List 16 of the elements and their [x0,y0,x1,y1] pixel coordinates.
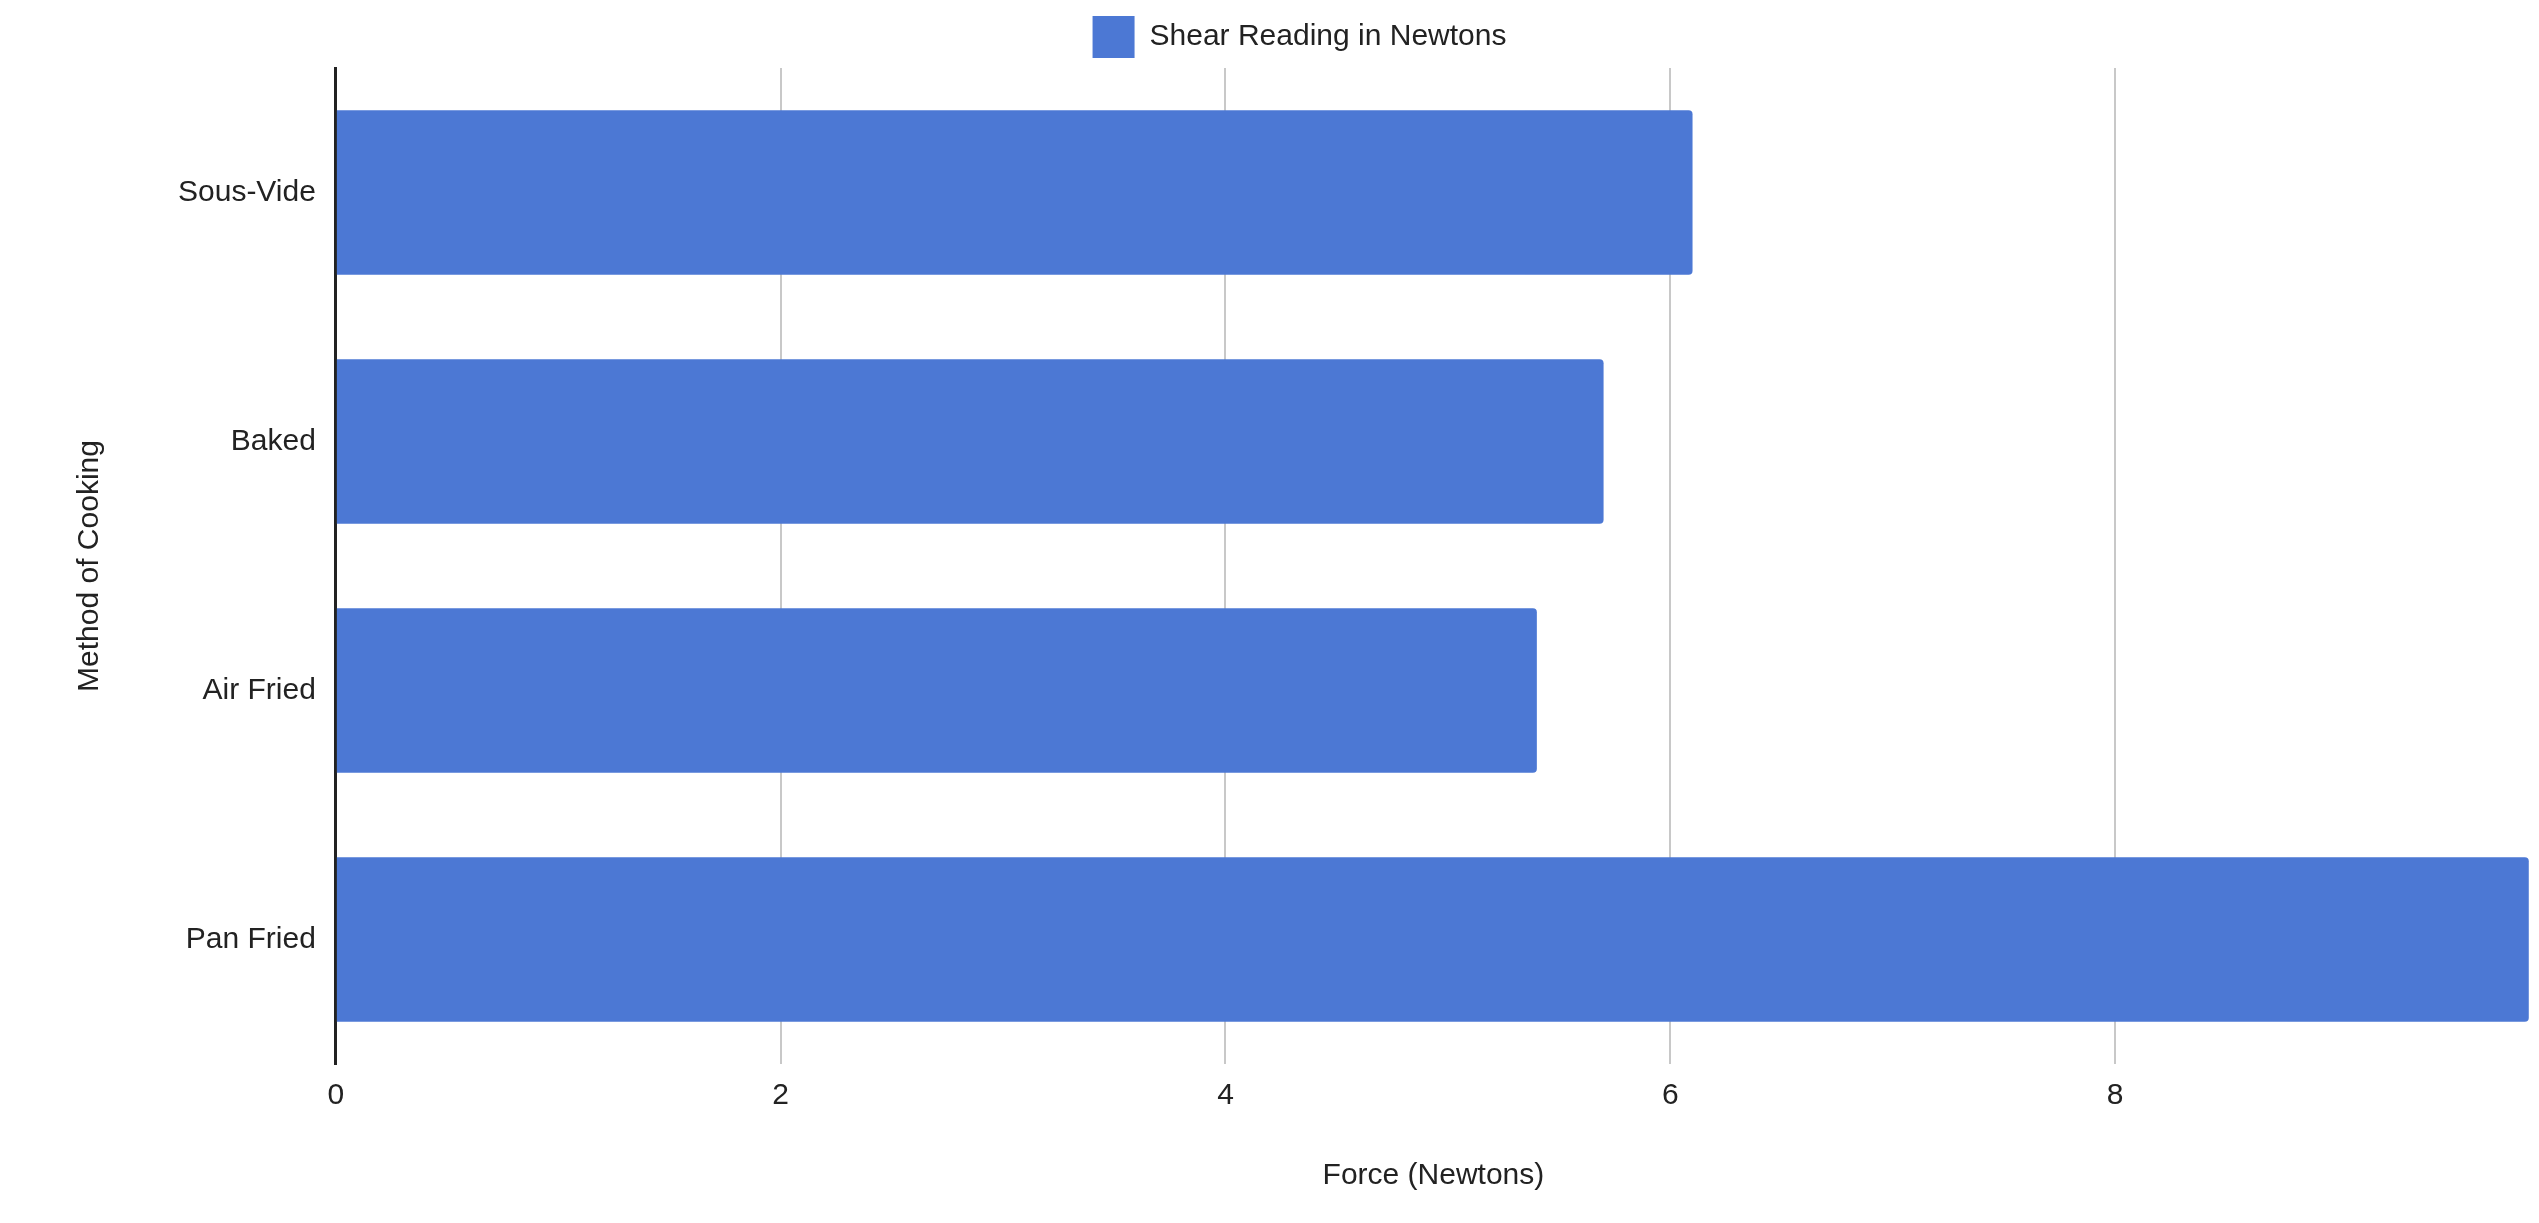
x-axis-title: Force (Newtons) [1322,1157,1545,1191]
x-tick-label: 0 [327,1077,345,1111]
legend-label: Shear Reading in Newtons [1149,18,1507,52]
bar [336,857,2529,1022]
y-tick-label: Sous-Vide [178,173,316,207]
x-tick-label: 6 [1661,1077,1679,1111]
x-tick-label: 8 [2106,1077,2124,1111]
y-axis-title: Method of Cooking [71,440,105,692]
x-tick-label: 2 [772,1077,790,1111]
bar [336,608,1537,773]
y-tick-label: Air Fried [202,671,316,705]
x-tick-label: 4 [1217,1077,1234,1111]
y-tick-label: Pan Fried [185,920,316,954]
bar [336,110,1693,275]
y-tick-label: Baked [230,422,316,456]
bar [336,359,1604,524]
